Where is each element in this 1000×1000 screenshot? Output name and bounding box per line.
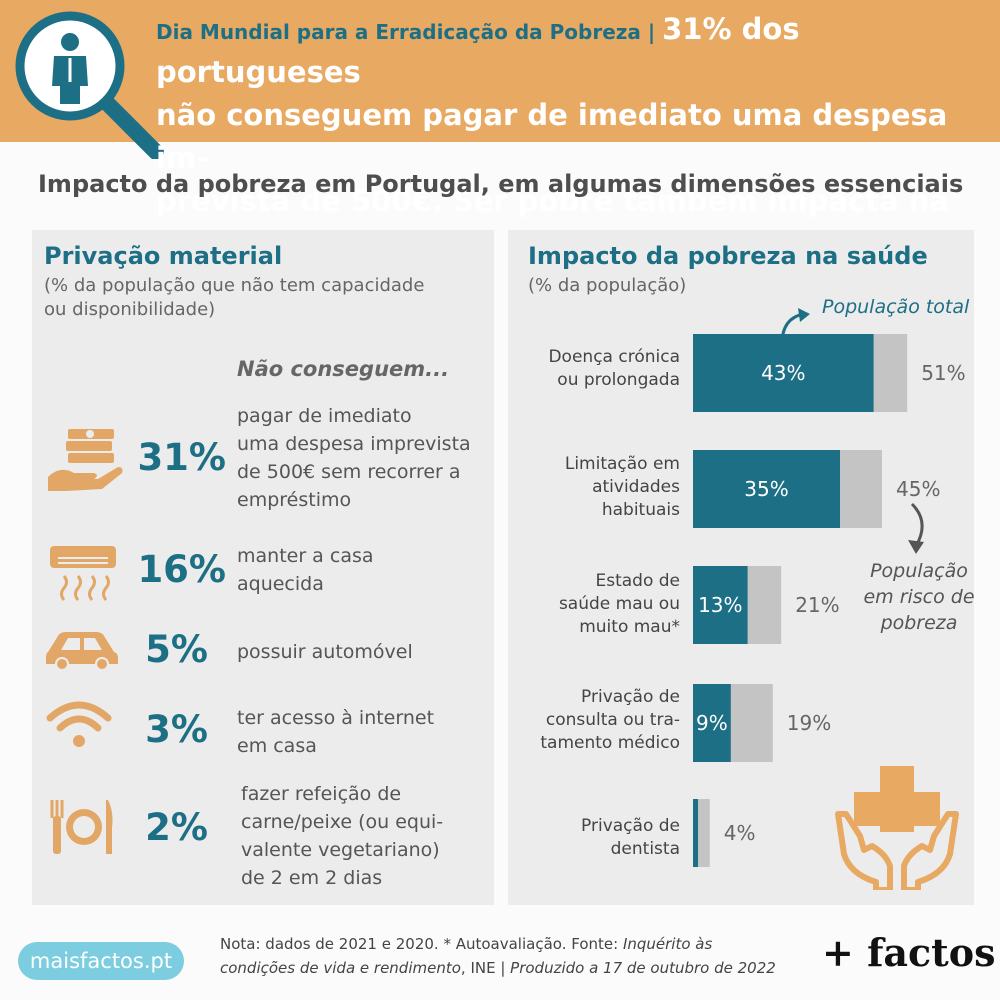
item-pct-1: 31%: [137, 436, 226, 479]
left-panel-note-line1: (% da população que não tem capacidade: [44, 275, 425, 296]
headline: Dia Mundial para a Erradicação da Pobrez…: [156, 10, 996, 268]
health-bar-chart: 51% 43% 45% 35% 21% 13% 19% 9% 4%: [693, 334, 966, 867]
footer-note-line1: Nota: dados de 2021 e 2020. * Autoavalia…: [220, 935, 623, 953]
item-desc-5-line3: valente vegetariano): [241, 839, 440, 861]
bar-total-label-4: 9%: [696, 711, 728, 735]
item-desc-4-line2: em casa: [237, 735, 317, 757]
category-5-line2: dentista: [610, 839, 680, 859]
bar-total-1: [693, 334, 874, 412]
item-desc-1-line4: empréstimo: [237, 489, 352, 511]
category-1-line2: ou prolongada: [557, 370, 680, 390]
item-pct-5: 2%: [145, 806, 208, 849]
item-desc-1-line1: pagar de imediato: [237, 405, 412, 427]
lead-text: Não conseguem...: [237, 357, 450, 381]
site-link-pill[interactable]: maisfactos.pt: [18, 942, 184, 980]
bar-total-2: [693, 450, 840, 528]
bar-total-4: [693, 684, 731, 762]
bar-risk-label-1: 51%: [921, 361, 965, 385]
arrow-risk-icon: [908, 502, 924, 554]
item-pct-3: 5%: [145, 628, 208, 671]
item-desc-1: pagar de imediato uma despesa imprevista…: [237, 402, 471, 514]
item-desc-5-line2: carne/peixe (ou equi-: [241, 811, 444, 833]
plate-icon: [50, 800, 113, 854]
category-label-1: Doença crónica ou prolongada: [508, 346, 680, 392]
item-pct-4: 3%: [145, 708, 208, 751]
annotation-total: População total: [822, 296, 970, 318]
annotation-risk-line2: em risco de: [863, 586, 975, 608]
category-2-line1: Limitação em: [564, 454, 680, 474]
left-panel-title: Privação material: [44, 242, 283, 270]
footer-note-source-b: condições de vida e rendimento: [220, 959, 461, 977]
category-3-line1: Estado de: [595, 571, 680, 591]
annotation-risk-line1: População: [870, 560, 968, 582]
category-1-line1: Doença crónica: [548, 347, 680, 367]
item-desc-3-line1: possuir automóvel: [237, 641, 413, 663]
magnifier-person-icon: [15, 11, 164, 159]
right-panel-note: (% da população): [528, 275, 687, 296]
page-subtitle: Impacto da pobreza em Portugal, em algum…: [38, 170, 964, 198]
material-deprivation-panel: Privação material (% da população que nã…: [32, 230, 494, 905]
bar-total-label-1: 43%: [761, 361, 805, 385]
category-label-4: Privação de consulta ou tra- tamento méd…: [508, 686, 680, 755]
arrow-total-icon: [780, 308, 810, 345]
category-2-line3: habituais: [601, 500, 680, 520]
footer-note-source-a: Inquérito às: [622, 935, 713, 953]
category-label-3: Estado de saúde mau ou muito mau*: [508, 570, 680, 639]
money-hand-icon: [48, 429, 123, 491]
item-pct-2: 16%: [137, 548, 226, 591]
bar-risk-label-5: 4%: [724, 821, 756, 845]
item-desc-5-line1: fazer refeição de: [241, 783, 402, 805]
category-4-line1: Privação de: [581, 687, 680, 707]
item-desc-2-line1: manter a casa: [237, 545, 374, 567]
bar-risk-label-3: 21%: [795, 593, 839, 617]
item-desc-5: fazer refeição de carne/peixe (ou equi- …: [241, 780, 443, 892]
bar-total-5: [693, 799, 698, 867]
category-label-2: Limitação em atividades habituais: [508, 453, 680, 522]
header-banner: [0, 0, 1000, 142]
annotation-risk: População em risco de pobreza: [854, 558, 984, 636]
category-5-line1: Privação de: [581, 816, 680, 836]
item-desc-2-line2: aquecida: [237, 573, 324, 595]
brand-logo: + factos: [822, 930, 996, 975]
item-desc-3: possuir automóvel: [237, 638, 413, 666]
category-4-line3: tamento médico: [540, 733, 680, 753]
right-panel-title: Impacto da pobreza na saúde: [528, 242, 928, 270]
footer-note-produced: Produzido a 17 de outubro de 2022: [510, 959, 776, 977]
headline-line2: não conseguem pagar de imediato uma desp…: [156, 98, 948, 175]
bar-risk-label-2: 45%: [896, 477, 940, 501]
bar-total-label-2: 35%: [744, 477, 788, 501]
car-icon: [46, 632, 118, 671]
headline-line1: 31% dos portugueses: [156, 12, 800, 89]
annotation-risk-line3: pobreza: [880, 612, 958, 634]
category-4-line2: consulta ou tra-: [545, 710, 680, 730]
left-panel-note: (% da população que não tem capacidade o…: [44, 274, 424, 322]
item-desc-4-line1: ter acesso à internet: [237, 707, 435, 729]
bar-risk-label-4: 19%: [787, 711, 831, 735]
item-desc-1-line2: uma despesa imprevista: [237, 433, 471, 455]
item-desc-1-line3: de 500€ sem recorrer a: [237, 461, 461, 483]
headline-kicker: Dia Mundial para a Erradicação da Pobrez…: [156, 20, 663, 44]
category-2-line2: atividades: [592, 477, 680, 497]
bar-total-label-3: 13%: [698, 593, 742, 617]
footer-note: Nota: dados de 2021 e 2020. * Autoavalia…: [220, 932, 776, 980]
health-impact-panel: Impacto da pobreza na saúde (% da popula…: [508, 230, 975, 905]
item-desc-2: manter a casa aquecida: [237, 542, 374, 598]
category-label-5: Privação de dentista: [508, 815, 680, 861]
heater-icon: [50, 546, 116, 601]
footer-note-line2: , INE |: [460, 959, 511, 977]
item-desc-4: ter acesso à internet em casa: [237, 704, 434, 760]
category-3-line3: muito mau*: [579, 617, 680, 637]
left-panel-note-line2: ou disponibilidade): [44, 299, 216, 320]
category-3-line2: saúde mau ou: [558, 594, 680, 614]
health-hands-icon: [835, 766, 959, 890]
wifi-icon: [46, 701, 112, 747]
item-desc-5-line4: de 2 em 2 dias: [241, 867, 383, 889]
bar-total-3: [693, 566, 748, 644]
